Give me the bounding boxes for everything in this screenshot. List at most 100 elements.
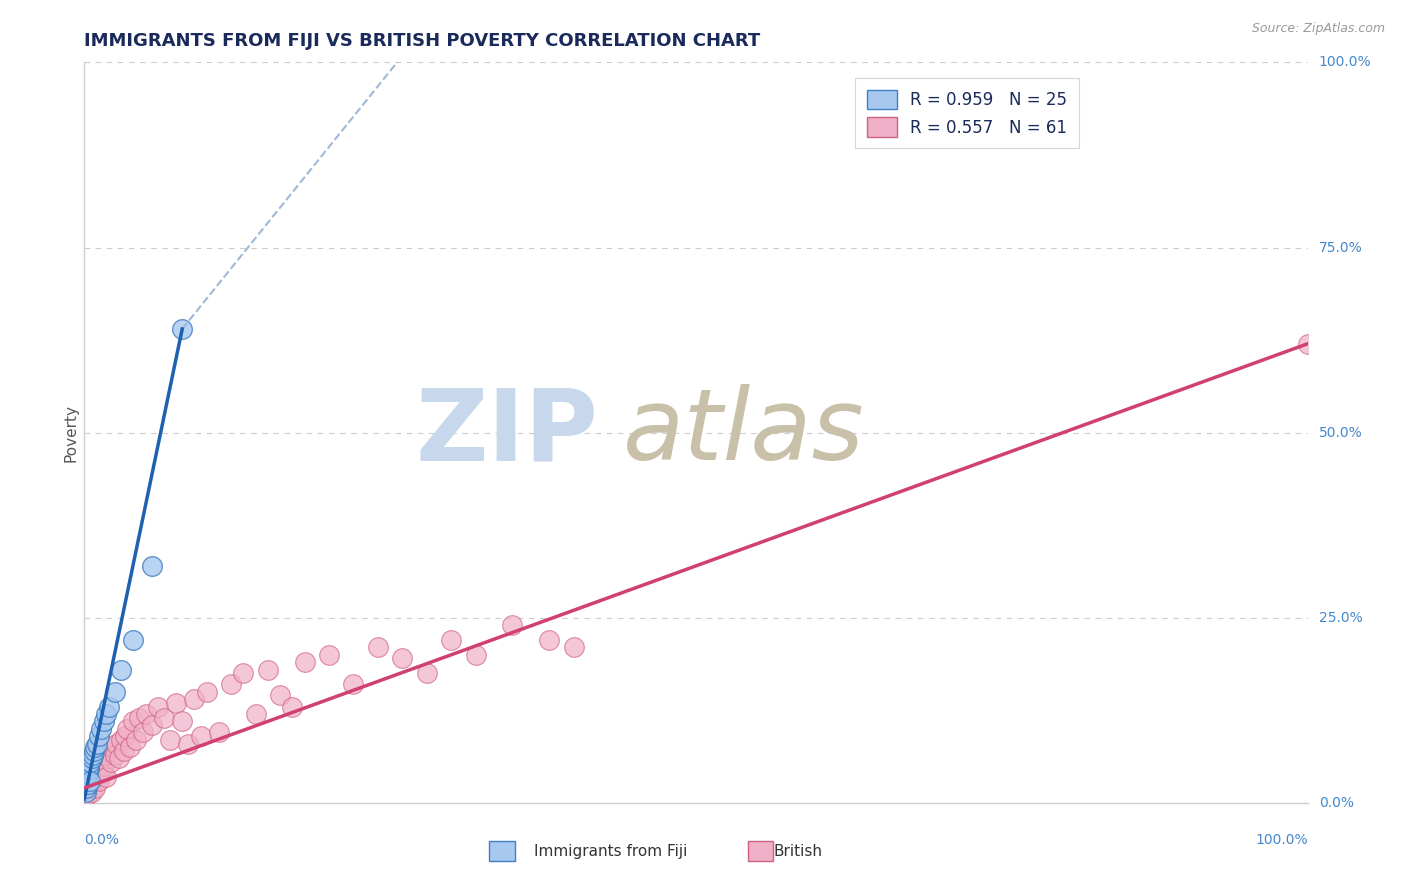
Point [367,640,389,655]
Point [90,751,112,765]
Point [100,755,122,769]
Point [75,780,97,795]
Text: Source: ZipAtlas.com: Source: ZipAtlas.com [1251,22,1385,36]
Point [318,648,340,662]
Point [281,699,304,714]
Point [84,740,107,755]
Point [342,677,364,691]
Point [112,744,135,758]
Point [76,773,98,788]
Point [159,732,181,747]
Point [416,666,439,681]
Point [153,711,176,725]
Point [177,737,200,751]
Point [440,632,463,647]
Point [195,685,218,699]
Point [93,714,115,729]
Legend: R = 0.959   N = 25, R = 0.557   N = 61: R = 0.959 N = 25, R = 0.557 N = 61 [855,78,1078,148]
Point [114,729,136,743]
Point [502,618,524,632]
Point [83,744,105,758]
Point [146,699,169,714]
Point [77,777,100,791]
Point [183,692,205,706]
Point [84,780,107,795]
Point [82,773,104,788]
Text: 100.0%: 100.0% [1256,833,1308,847]
Point [80,751,103,765]
Point [107,751,129,765]
Point [115,722,138,736]
FancyBboxPatch shape [748,841,773,861]
Point [141,718,163,732]
Point [538,632,561,647]
Point [257,663,280,677]
Point [97,744,120,758]
Point [96,770,118,784]
Point [110,732,132,747]
Text: IMMIGRANTS FROM FIJI VS BRITISH POVERTY CORRELATION CHART: IMMIGRANTS FROM FIJI VS BRITISH POVERTY … [84,32,761,50]
Point [94,747,117,762]
Point [110,663,132,677]
Point [172,322,194,336]
Point [91,766,114,780]
Point [232,666,254,681]
Text: 75.0%: 75.0% [1319,241,1362,254]
Point [79,770,101,784]
Point [132,725,155,739]
Point [141,558,163,573]
Point [219,677,242,691]
Y-axis label: Poverty: Poverty [63,403,79,462]
Text: 25.0%: 25.0% [1319,611,1362,624]
Point [96,706,118,721]
Point [77,758,100,772]
Point [77,780,100,795]
Point [82,747,104,762]
Text: ZIP: ZIP [415,384,598,481]
Point [464,648,486,662]
Point [122,632,145,647]
Point [77,777,100,791]
Point [104,685,127,699]
Point [87,729,110,743]
Point [101,740,124,755]
Point [104,747,127,762]
Text: atlas: atlas [623,384,865,481]
Text: 100.0%: 100.0% [1319,55,1371,70]
Point [97,699,120,714]
Point [269,689,291,703]
Point [245,706,267,721]
Point [391,651,413,665]
FancyBboxPatch shape [489,841,515,861]
Point [165,696,187,710]
Point [118,740,141,755]
Point [79,773,101,788]
Text: Immigrants from Fiji: Immigrants from Fiji [534,845,688,859]
Point [562,640,585,655]
Point [75,785,97,799]
Text: 0.0%: 0.0% [84,833,120,847]
Point [83,766,105,780]
Point [86,763,108,777]
Point [76,770,98,784]
Point [80,785,103,799]
Point [77,763,100,777]
Point [128,711,150,725]
Point [135,706,157,721]
Text: British: British [773,845,823,859]
Point [294,655,316,669]
Point [172,714,194,729]
Point [190,729,212,743]
Point [79,755,101,769]
Point [87,773,110,788]
Point [93,758,115,772]
Point [105,737,128,751]
Text: 50.0%: 50.0% [1319,425,1362,440]
Point [122,714,145,729]
Point [89,755,111,769]
Point [90,722,112,736]
Point [1296,336,1319,351]
Point [208,725,231,739]
Point [77,766,100,780]
Point [86,737,108,751]
